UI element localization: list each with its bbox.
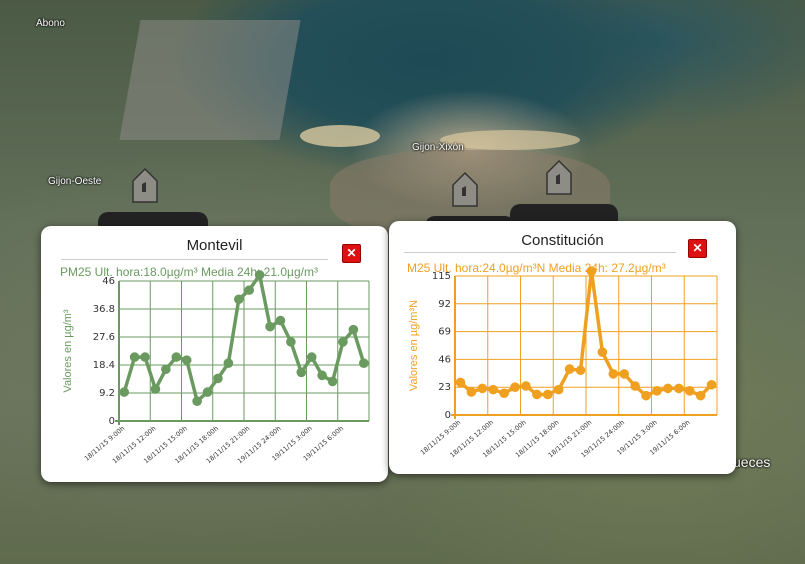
- data-point[interactable]: [244, 285, 255, 295]
- data-point[interactable]: [684, 386, 695, 396]
- data-point[interactable]: [306, 352, 317, 362]
- data-point[interactable]: [286, 337, 296, 347]
- data-point[interactable]: [575, 365, 586, 376]
- y-tick-label: 0: [445, 410, 451, 421]
- y-tick-label: 27.6: [93, 332, 115, 343]
- title-divider: [61, 259, 328, 260]
- data-point[interactable]: [233, 294, 244, 305]
- data-point[interactable]: [348, 324, 359, 335]
- data-point[interactable]: [455, 377, 466, 388]
- data-point[interactable]: [564, 364, 575, 374]
- y-tick-label: 9.2: [99, 388, 115, 399]
- data-point[interactable]: [652, 386, 662, 396]
- y-tick-label: 115: [432, 271, 451, 282]
- data-point[interactable]: [223, 358, 234, 368]
- data-point[interactable]: [466, 387, 477, 397]
- data-point[interactable]: [619, 369, 630, 379]
- station-marker-icon[interactable]: [132, 167, 158, 204]
- data-point[interactable]: [338, 337, 348, 347]
- data-point[interactable]: [673, 383, 684, 394]
- y-tick-label: 18.4: [93, 360, 115, 371]
- y-axis-label: Valores en µg/m³: [62, 309, 74, 393]
- data-point[interactable]: [586, 266, 597, 276]
- map-label: Abono: [36, 18, 65, 29]
- data-point[interactable]: [510, 382, 520, 392]
- popup-title: Constitución: [521, 232, 604, 249]
- data-point[interactable]: [254, 270, 265, 280]
- y-tick-label: 23: [438, 382, 451, 393]
- beach: [300, 125, 380, 147]
- beach: [440, 130, 580, 150]
- map-label: ueces: [733, 454, 771, 470]
- data-point[interactable]: [161, 364, 171, 375]
- station-popup-constitucion: Constitución ✕ M25 Ult. hora:24.0µg/m³N …: [389, 221, 736, 474]
- y-tick-label: 0: [109, 416, 115, 427]
- data-point[interactable]: [358, 358, 369, 368]
- data-point[interactable]: [488, 384, 499, 395]
- data-point[interactable]: [202, 387, 213, 397]
- data-point[interactable]: [542, 389, 553, 400]
- data-point[interactable]: [129, 352, 140, 362]
- data-point[interactable]: [695, 390, 706, 401]
- data-point[interactable]: [553, 384, 564, 395]
- close-icon: ✕: [692, 241, 703, 255]
- data-point[interactable]: [181, 355, 192, 365]
- port-area: [119, 20, 301, 140]
- data-point[interactable]: [608, 369, 619, 379]
- y-tick-label: 69: [438, 327, 451, 338]
- data-point[interactable]: [641, 390, 651, 401]
- data-point[interactable]: [663, 383, 673, 394]
- data-point[interactable]: [275, 315, 286, 326]
- map-label: Gijon-Xixón: [412, 142, 464, 153]
- y-tick-label: 36.8: [93, 304, 115, 315]
- y-tick-label: 92: [438, 299, 451, 310]
- data-point[interactable]: [477, 383, 488, 394]
- y-tick-label: 46: [438, 354, 451, 365]
- data-point[interactable]: [532, 389, 542, 400]
- data-point[interactable]: [317, 370, 327, 381]
- data-point[interactable]: [265, 321, 275, 332]
- close-icon: ✕: [346, 246, 357, 260]
- title-divider: [404, 252, 676, 253]
- data-point[interactable]: [192, 396, 202, 407]
- data-point[interactable]: [499, 388, 509, 399]
- data-point[interactable]: [213, 373, 223, 384]
- station-popup-montevil: Montevil ✕ PM25 Ult. hora:18.0µg/m³ Medi…: [41, 226, 388, 482]
- data-point[interactable]: [706, 379, 717, 390]
- popup-title: Montevil: [186, 237, 243, 254]
- popup-subtitle: M25 Ult. hora:24.0µg/m³N Media 24h: 27.2…: [407, 261, 666, 275]
- station-marker-icon[interactable]: [546, 159, 572, 196]
- close-button[interactable]: ✕: [688, 239, 707, 258]
- station-marker-icon[interactable]: [452, 171, 478, 208]
- data-point[interactable]: [171, 352, 182, 362]
- popup-subtitle: PM25 Ult. hora:18.0µg/m³ Media 24h: 21.0…: [60, 265, 318, 279]
- data-point[interactable]: [150, 384, 161, 394]
- map-label: Gijon-Oeste: [48, 176, 102, 187]
- y-axis-label: Valores en µg/m³N: [408, 300, 420, 391]
- data-point[interactable]: [119, 387, 130, 397]
- y-tick-label: 46: [102, 276, 115, 287]
- data-point[interactable]: [327, 376, 338, 387]
- data-point[interactable]: [140, 352, 150, 362]
- data-point[interactable]: [630, 381, 640, 391]
- close-button[interactable]: ✕: [342, 244, 361, 263]
- data-point[interactable]: [296, 367, 307, 378]
- data-point[interactable]: [597, 347, 608, 357]
- data-point[interactable]: [521, 381, 531, 391]
